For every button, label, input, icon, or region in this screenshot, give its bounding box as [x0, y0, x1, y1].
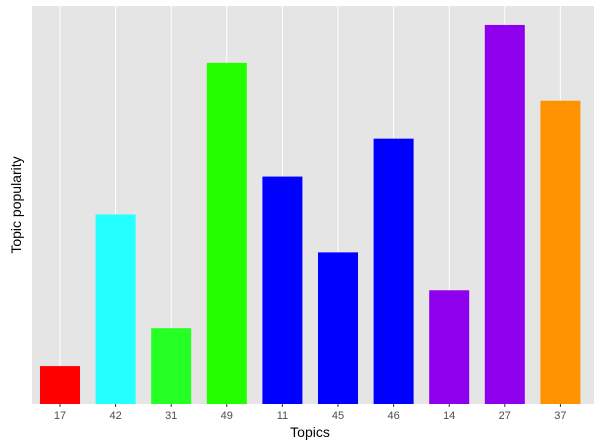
x-tick-label: 49	[221, 410, 233, 422]
x-tick-label: 11	[277, 410, 288, 422]
bars	[40, 24, 581, 404]
bar-topic-14	[429, 290, 470, 404]
y-axis-title: Topic popularity	[8, 156, 24, 253]
x-tick-label: 45	[332, 410, 344, 422]
bar-topic-42	[95, 214, 136, 404]
x-tick-label: 14	[443, 410, 455, 422]
x-tick-label: 17	[54, 410, 66, 422]
x-tick-label: 42	[109, 410, 121, 422]
bar-topic-45	[318, 252, 358, 404]
x-axis-title: Topics	[290, 424, 330, 440]
bar-topic-37	[540, 100, 581, 404]
bar-topic-11	[262, 176, 303, 404]
x-axis-ticks: 17 42 31 49 11 45 46 14 27 37	[54, 404, 567, 422]
bar-topic-49	[206, 62, 247, 404]
x-tick-label: 27	[499, 410, 511, 422]
x-tick-label: 31	[165, 410, 177, 422]
bar-topic-31	[151, 328, 192, 404]
bar-topic-27	[484, 24, 525, 404]
x-tick-label: 46	[387, 410, 399, 422]
bar-topic-46	[373, 138, 414, 404]
bar-topic-17	[40, 366, 80, 404]
x-tick-label: 37	[554, 410, 566, 422]
